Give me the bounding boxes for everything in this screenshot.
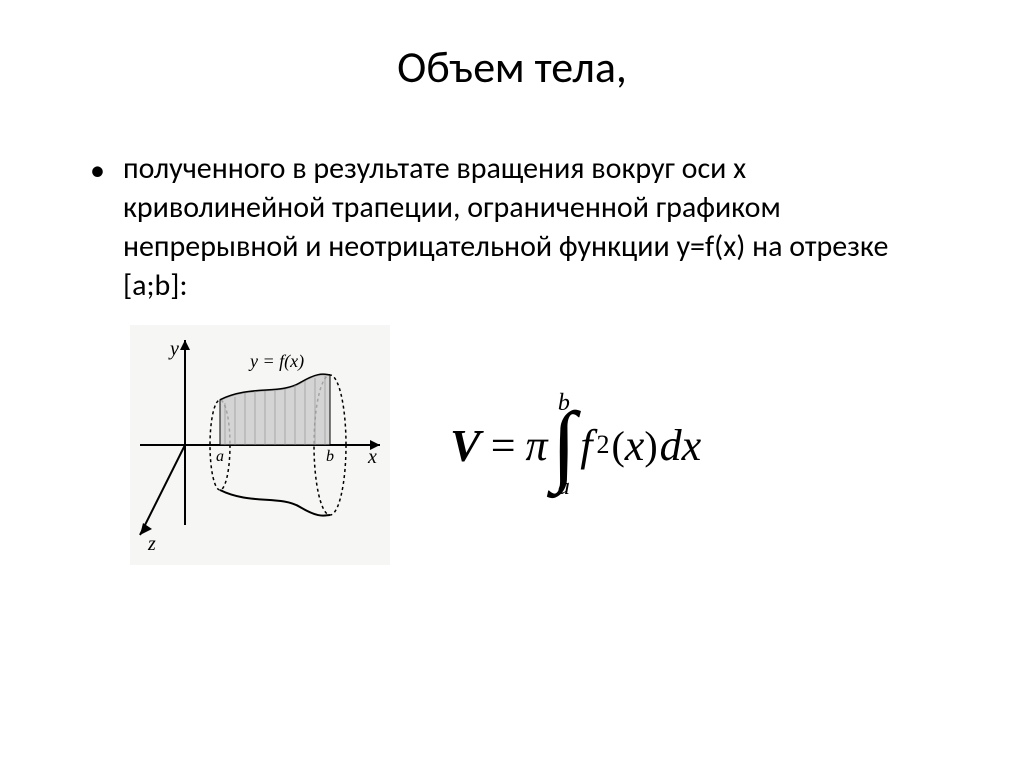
formula-V: V [450, 419, 481, 472]
formula-var: x [625, 420, 645, 471]
y-axis-label: y [168, 338, 179, 360]
bullet-marker-icon: • [90, 151, 105, 190]
rotation-diagram: y x z y = f(x) a b [130, 325, 390, 565]
formula-pi: π [526, 420, 548, 471]
x-axis-label: x [367, 446, 377, 468]
integral-symbol-icon: ∫ [552, 409, 577, 481]
body-text-region: • полученного в результате вращения вокр… [90, 149, 954, 305]
formula-equals: = [491, 420, 516, 471]
integral-block: b ∫ a [552, 391, 577, 499]
close-paren: ) [644, 422, 657, 469]
bullet-text: полученного в результате вращения вокруг… [123, 149, 954, 305]
slide: Объем тела, • полученного в результате в… [0, 0, 1024, 767]
point-b-label: b [326, 448, 334, 465]
z-axis-label: z [147, 533, 156, 555]
content-row: y x z y = f(x) a b V = π b ∫ a f 2 ( x )… [70, 325, 954, 565]
formula-fn: f [580, 420, 592, 471]
slide-title: Объем тела, [70, 40, 954, 94]
point-a-label: a [216, 448, 224, 465]
bullet-item: • полученного в результате вращения вокр… [90, 149, 954, 305]
open-paren: ( [611, 422, 624, 469]
curve-label: y = f(x) [248, 351, 304, 372]
integral-lower: a [558, 475, 570, 499]
volume-formula: V = π b ∫ a f 2 ( x ) dx [450, 391, 701, 499]
formula-dx: dx [660, 420, 702, 471]
formula-power: 2 [596, 430, 609, 460]
